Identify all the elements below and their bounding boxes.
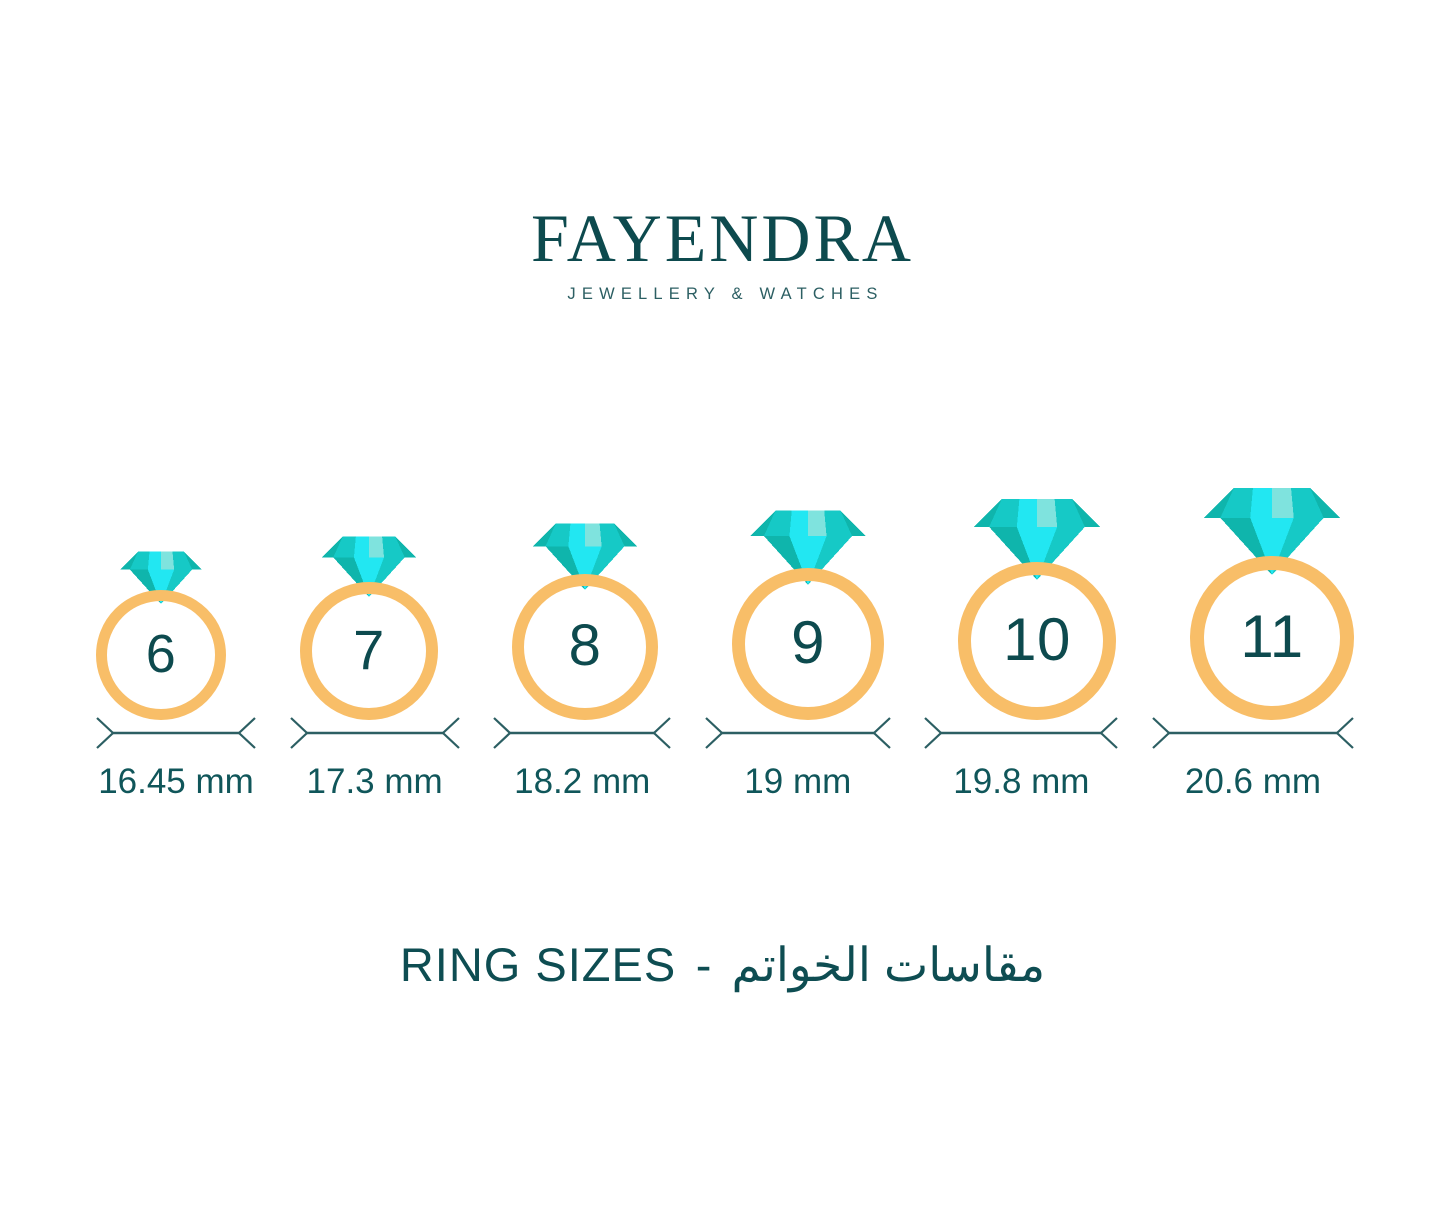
- ring-size-number: 9: [791, 609, 825, 676]
- measurement-label: 18.2 mm: [514, 762, 651, 801]
- dimension-arrow-icon: [96, 717, 256, 749]
- diamond-icon: [533, 523, 637, 590]
- ring-size-row: 6 7 8 9 10 11: [96, 452, 1354, 720]
- ring-band-10: 10: [958, 562, 1116, 720]
- ring-size-number: 8: [568, 613, 602, 678]
- ring-cell-6[interactable]: 6: [96, 452, 226, 720]
- dimension-arrow-icon: [924, 717, 1119, 749]
- page-title-arabic: مقاسات الخواتم: [731, 938, 1046, 991]
- dimension-arrow-icon: [289, 717, 460, 749]
- ring-cell-10[interactable]: 10: [958, 452, 1116, 720]
- dimension-arrow-icon: [493, 717, 671, 749]
- measurement-label: 19 mm: [744, 762, 852, 801]
- measurement-cell-10: 19.8 mm: [924, 716, 1119, 801]
- brand-tagline: JEWELLERY & WATCHES: [567, 285, 884, 303]
- diamond-icon: [1204, 487, 1340, 575]
- measurement-label: 16.45 mm: [98, 762, 254, 801]
- measurement-cell-8: 18.2 mm: [493, 716, 671, 799]
- ring-cell-8[interactable]: 8: [512, 452, 658, 720]
- ring-band-8: 8: [512, 574, 658, 720]
- ring-cell-9[interactable]: 9: [732, 452, 884, 720]
- ring-size-number: 10: [1003, 606, 1071, 673]
- measurement-label: 17.3 mm: [306, 762, 443, 801]
- page-title: RING SIZES - مقاسات الخواتم: [0, 938, 1445, 992]
- measurement-cell-6: 16.45 mm: [96, 716, 256, 799]
- measurement-row: 16.45 mm 17.3 mm 18.2 mm 19 mm 19.8 mm 20.6 m…: [96, 716, 1354, 799]
- ring-cell-11[interactable]: 11: [1190, 452, 1354, 720]
- ring-band-11: 11: [1190, 556, 1354, 720]
- ring-size-number: 6: [145, 624, 177, 684]
- ring-size-number: 7: [353, 618, 385, 681]
- measurement-cell-7: 17.3 mm: [289, 716, 460, 801]
- page-title-english: RING SIZES: [399, 938, 677, 991]
- ring-band-9: 9: [732, 568, 884, 720]
- dimension-arrow-icon: [1152, 717, 1354, 749]
- measurement-cell-11: 20.6 mm: [1152, 716, 1354, 799]
- dimension-arrow-icon: [705, 717, 891, 749]
- ring-band-7: 7: [300, 582, 438, 720]
- ring-size-number: 11: [1240, 603, 1304, 670]
- page-title-separator: -: [695, 938, 712, 991]
- measurement-cell-9: 19 mm: [705, 716, 891, 799]
- diamond-icon: [750, 510, 866, 585]
- brand-header: FAYENDRA JEWELLERY & WATCHES: [0, 204, 1445, 303]
- brand-name: FAYENDRA: [531, 200, 914, 276]
- measurement-label: 19.8 mm: [953, 762, 1090, 801]
- ring-cell-7[interactable]: 7: [300, 452, 438, 720]
- measurement-label: 20.6 mm: [1184, 762, 1322, 801]
- ring-band-6: 6: [96, 590, 226, 720]
